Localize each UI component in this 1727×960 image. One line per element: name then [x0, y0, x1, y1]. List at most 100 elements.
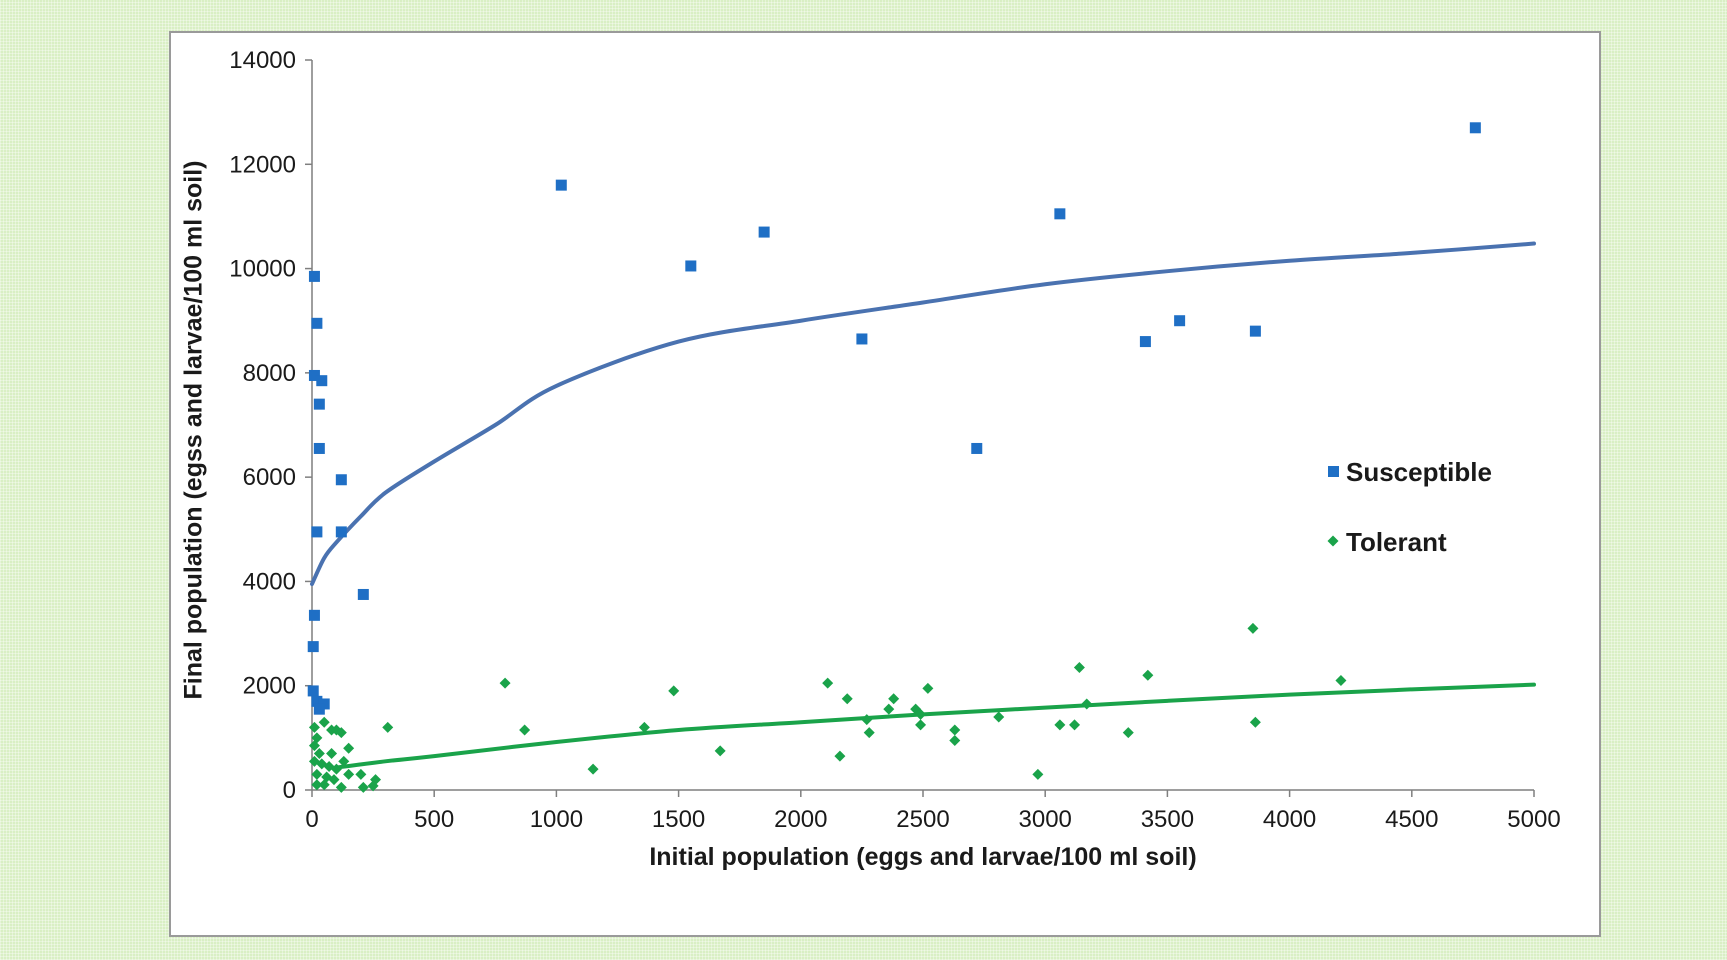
point-susceptible [311, 695, 323, 707]
legend-item-tolerant: Tolerant [1327, 527, 1447, 557]
point-tolerant [1335, 675, 1347, 686]
trend-lines [310, 241, 1536, 770]
point-tolerant [922, 682, 934, 694]
point-susceptible [313, 703, 325, 715]
point-tolerant [355, 768, 367, 780]
point-tolerant [343, 742, 355, 754]
point-tolerant [949, 734, 961, 746]
point-tolerant [338, 755, 350, 767]
point-susceptible [316, 375, 328, 387]
point-susceptible [308, 270, 320, 282]
y-tick-label: 8000 [243, 360, 296, 387]
y-tick-label: 12000 [229, 151, 296, 178]
y-tick-label: 4000 [243, 568, 296, 595]
y-tick-label: 14000 [229, 47, 296, 74]
point-tolerant [1247, 622, 1259, 634]
point-tolerant [311, 768, 323, 780]
x-tick-label: 1500 [652, 806, 705, 833]
point-tolerant [915, 719, 927, 731]
x-tick-label: 3000 [1019, 806, 1072, 833]
point-tolerant [330, 763, 342, 775]
point-tolerant [1142, 669, 1154, 681]
point-susceptible [1139, 336, 1151, 348]
point-tolerant [328, 774, 340, 786]
point-susceptible [311, 526, 323, 538]
point-tolerant [335, 727, 347, 739]
x-tick-label: 3500 [1141, 806, 1194, 833]
trend-line-tolerant [334, 682, 1536, 770]
point-tolerant [499, 677, 511, 689]
point-susceptible [685, 260, 697, 272]
point-tolerant [1249, 716, 1261, 728]
x-tick-label: 0 [305, 806, 318, 833]
point-susceptible [1174, 315, 1186, 327]
trend-line-susceptible [310, 241, 1536, 587]
point-tolerant [335, 781, 347, 793]
point-tolerant [313, 748, 325, 759]
point-tolerant [668, 685, 680, 697]
point-susceptible [357, 588, 369, 600]
point-susceptible [856, 333, 868, 345]
y-tick-label: 10000 [229, 256, 296, 283]
point-susceptible [971, 442, 983, 454]
legend-label-tolerant: Tolerant [1346, 527, 1447, 557]
point-tolerant [318, 779, 330, 791]
y-axis: 0 2000 4000 6000 8000 10000 12000 14000 [229, 47, 313, 804]
point-tolerant [841, 693, 853, 705]
point-tolerant [343, 768, 355, 780]
legend-marker-susceptible [1328, 466, 1339, 477]
point-susceptible [555, 179, 567, 191]
point-tolerant [357, 781, 369, 793]
x-tick-label: 2000 [774, 806, 827, 833]
x-tick-label: 4000 [1263, 806, 1316, 833]
point-susceptible [311, 317, 323, 329]
y-tick-label: 0 [283, 777, 296, 804]
point-tolerant [308, 740, 320, 752]
point-tolerant [861, 714, 873, 726]
point-tolerant [1069, 719, 1081, 731]
point-tolerant [834, 750, 846, 762]
x-axis-title: Initial population (eggs and larvae/100 … [649, 843, 1196, 871]
point-susceptible [308, 609, 320, 621]
point-tolerant [1122, 727, 1134, 739]
scatter-chart: 0 2000 4000 6000 8000 10000 12000 14000 0 500 100… [180, 47, 1561, 871]
x-tick-label: 5000 [1507, 806, 1560, 833]
x-tick-label: 2500 [896, 806, 949, 833]
x-tick-label: 1000 [530, 806, 583, 833]
point-tolerant [863, 727, 875, 739]
point-susceptible [335, 526, 347, 538]
point-tolerant [949, 724, 961, 736]
point-susceptible [313, 442, 325, 454]
point-tolerant [1032, 768, 1044, 780]
point-tolerant [308, 721, 320, 733]
point-tolerant [638, 721, 650, 733]
y-axis-title: Final population (egss and larvae/100 ml… [180, 160, 208, 699]
point-susceptible [335, 474, 347, 486]
point-tolerant [915, 708, 927, 720]
point-tolerant [1054, 719, 1066, 731]
point-tolerant [318, 716, 330, 728]
point-tolerant [822, 677, 834, 689]
point-tolerant [1073, 661, 1085, 673]
x-tick-label: 4500 [1385, 806, 1438, 833]
point-susceptible [1249, 325, 1261, 337]
legend-item-susceptible: Susceptible [1328, 457, 1492, 487]
x-axis: 0 500 1000 1500 2000 2500 3000 3500 4000 4500 5000 [305, 789, 1561, 833]
point-tolerant [367, 780, 379, 792]
point-susceptible [1469, 122, 1481, 134]
legend-label-susceptible: Susceptible [1346, 457, 1492, 487]
legend: Susceptible Tolerant [1327, 457, 1492, 557]
point-tolerant [311, 779, 323, 791]
point-tolerant [382, 721, 394, 733]
point-susceptible [307, 685, 319, 697]
point-tolerant [326, 748, 338, 759]
point-tolerant [587, 763, 599, 775]
data-points [307, 122, 1481, 793]
x-tick-label: 500 [414, 806, 454, 833]
point-tolerant [888, 693, 900, 705]
chart-panel: 0 2000 4000 6000 8000 10000 12000 14000 0 500 100… [169, 31, 1601, 937]
point-susceptible [307, 641, 319, 653]
point-tolerant [714, 745, 726, 757]
point-tolerant [519, 724, 531, 736]
point-tolerant [883, 703, 895, 715]
